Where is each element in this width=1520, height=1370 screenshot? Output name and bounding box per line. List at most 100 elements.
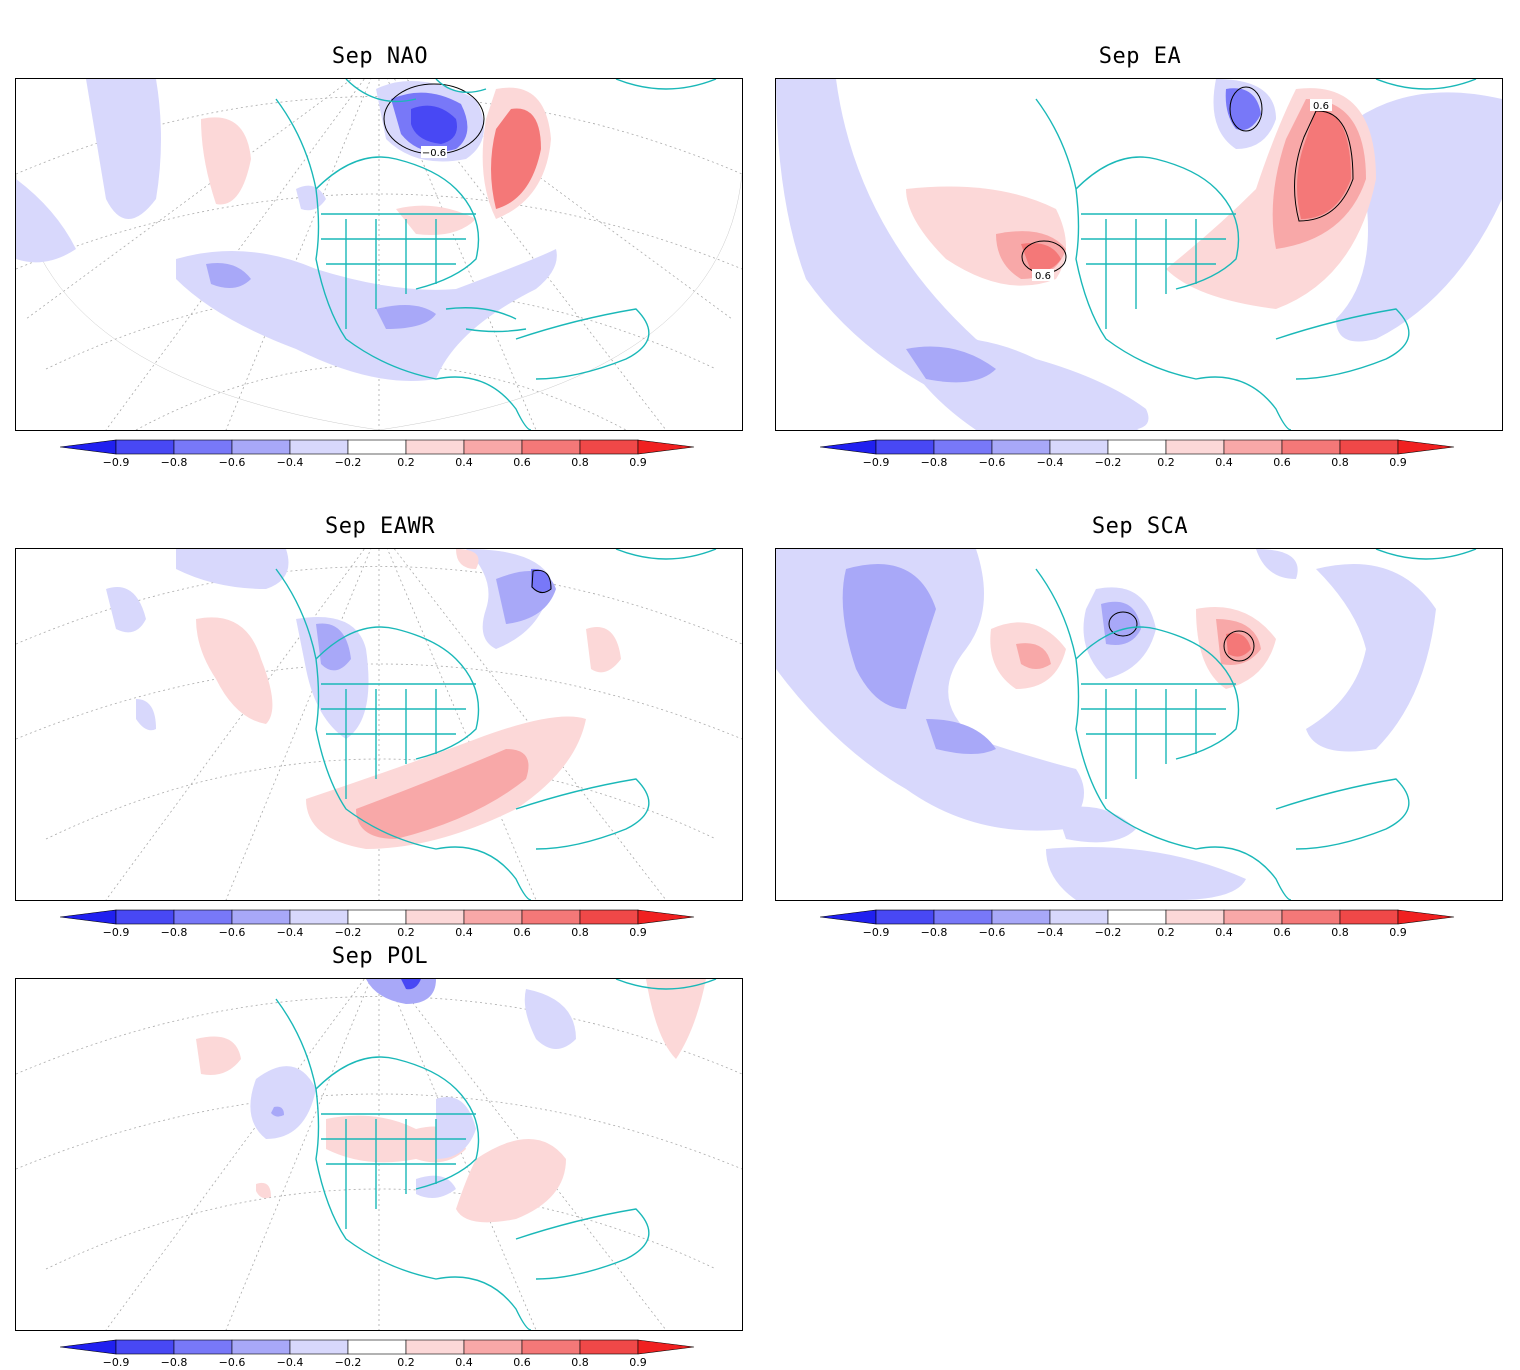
- colorbar-tick-label: −0.6: [979, 456, 1006, 468]
- colorbar-tick-label: −0.2: [335, 926, 362, 938]
- colorbar-tick-label: −0.2: [1095, 456, 1122, 468]
- colorbar-tick-label: −0.4: [1037, 456, 1064, 468]
- colorbar-right-arrow: [637, 1339, 695, 1355]
- colorbar-tick-label: −0.4: [277, 1356, 304, 1368]
- colorbar-segment: [115, 439, 175, 455]
- colorbar-segment: [933, 909, 993, 925]
- colorbar-right-arrow: [1397, 909, 1455, 925]
- colorbar-tick-label: 0.8: [1331, 456, 1349, 468]
- colorbar-tick-label: −0.9: [103, 1356, 130, 1368]
- colorbar-segment: [231, 439, 291, 455]
- colorbar-tick-label: 0.2: [1157, 926, 1175, 938]
- colorbar-tick-label: −0.2: [335, 456, 362, 468]
- colorbar-tick-label: −0.9: [103, 926, 130, 938]
- colorbar-segment: [115, 1339, 175, 1355]
- colorbar-tick-label: −0.4: [1037, 926, 1064, 938]
- colorbar-segment: [1339, 439, 1399, 455]
- anomaly-fields: [16, 79, 557, 381]
- colorbar-tick-label: 0.8: [571, 926, 589, 938]
- colorbar-segment: [405, 439, 465, 455]
- colorbar-tick-label: 0.9: [1389, 456, 1407, 468]
- colorbar-segment: [1165, 909, 1225, 925]
- colorbar-segment: [173, 1339, 233, 1355]
- colorbar-right-arrow: [1397, 439, 1455, 455]
- contour-label: −0.6: [422, 148, 446, 159]
- panel-title-eawr: Sep EAWR: [325, 514, 435, 539]
- colorbar-left-arrow: [60, 1339, 117, 1355]
- hemisphere-edge: [16, 173, 742, 430]
- colorbar-segment: [1223, 909, 1283, 925]
- anomaly-fields: [106, 549, 621, 849]
- colorbar-left-arrow: [820, 439, 877, 455]
- colorbar-tick-label: −0.8: [161, 1356, 188, 1368]
- colorbar-segment: [991, 909, 1051, 925]
- colorbar-segment: [347, 1339, 407, 1355]
- colorbar-sca: −0.9 −0.8 −0.6 −0.4 −0.2 0.2 0.4 0.6 0.8 0.9: [820, 908, 1500, 938]
- colorbar-segment: [875, 439, 935, 455]
- anomaly-fields: [196, 979, 706, 1223]
- colorbar-segment: [1223, 439, 1283, 455]
- colorbar-tick-label: 0.6: [1273, 456, 1291, 468]
- colorbar-segment: [1049, 909, 1109, 925]
- colorbar-tick-label: −0.6: [219, 926, 246, 938]
- colorbar-tick-label: −0.6: [219, 456, 246, 468]
- colorbar-tick-label: −0.9: [863, 456, 890, 468]
- colorbar-segment: [521, 909, 581, 925]
- colorbar-segment: [933, 439, 993, 455]
- colorbar-segment: [115, 909, 175, 925]
- colorbar-tick-label: 0.2: [397, 456, 415, 468]
- colorbar-tick-label: −0.8: [161, 926, 188, 938]
- colorbar-left-arrow: [60, 909, 117, 925]
- colorbar-ea: −0.9 −0.8 −0.6 −0.4 −0.2 0.2 0.4 0.6 0.8 0.9: [820, 438, 1500, 468]
- colorbar-segment: [1281, 439, 1341, 455]
- colorbar-tick-label: 0.2: [1157, 456, 1175, 468]
- anomaly-fields: [776, 549, 1436, 900]
- colorbar-segment: [405, 1339, 465, 1355]
- coastlines: [275, 549, 717, 900]
- colorbar-tick-label: 0.4: [455, 926, 473, 938]
- colorbar-tick-label: −0.8: [921, 456, 948, 468]
- colorbar-tick-label: 0.9: [629, 926, 647, 938]
- map-nao: −0.6: [15, 78, 743, 431]
- colorbar-segment: [579, 439, 639, 455]
- map-eawr: [15, 548, 743, 901]
- colorbar-tick-label: 0.8: [1331, 926, 1349, 938]
- map-pol: [15, 978, 743, 1331]
- coastlines: [275, 79, 717, 430]
- colorbar-pol: −0.9 −0.8 −0.6 −0.4 −0.2 0.2 0.4 0.6 0.8 0.9: [60, 1338, 740, 1368]
- colorbar-tick-label: 0.2: [397, 926, 415, 938]
- colorbar-tick-label: −0.4: [277, 926, 304, 938]
- colorbar-right-arrow: [637, 439, 695, 455]
- colorbar-segment: [1049, 439, 1109, 455]
- contour-lines: [1021, 86, 1354, 274]
- colorbar-tick-label: 0.9: [1389, 926, 1407, 938]
- colorbar-segment: [875, 909, 935, 925]
- colorbar-tick-label: 0.6: [513, 926, 531, 938]
- colorbar-tick-label: −0.2: [1095, 926, 1122, 938]
- colorbar-eawr: −0.9 −0.8 −0.6 −0.4 −0.2 0.2 0.4 0.6 0.8 0.9: [60, 908, 740, 938]
- colorbar-segment: [231, 1339, 291, 1355]
- colorbar-tick-label: 0.8: [571, 456, 589, 468]
- colorbar-left-arrow: [820, 909, 877, 925]
- colorbar-segment: [521, 1339, 581, 1355]
- panel-title-sca: Sep SCA: [1091, 514, 1189, 539]
- colorbar-segment: [231, 909, 291, 925]
- colorbar-segment: [173, 439, 233, 455]
- coastlines: [1035, 79, 1477, 430]
- colorbar-tick-label: −0.4: [277, 456, 304, 468]
- panel-title-nao: Sep NAO: [331, 44, 429, 69]
- colorbar-tick-label: 0.9: [629, 456, 647, 468]
- coastlines: [1035, 549, 1477, 900]
- colorbar-tick-label: −0.9: [103, 456, 130, 468]
- colorbar-tick-label: −0.9: [863, 926, 890, 938]
- colorbar-segment: [1165, 439, 1225, 455]
- colorbar-tick-label: 0.4: [1215, 456, 1233, 468]
- colorbar-segment: [1339, 909, 1399, 925]
- colorbar-tick-label: 0.9: [629, 1356, 647, 1368]
- map-sca: [775, 548, 1503, 901]
- colorbar-tick-label: −0.8: [161, 456, 188, 468]
- graticule: [16, 979, 742, 1330]
- colorbar-left-arrow: [60, 439, 117, 455]
- panel-title-ea: Sep EA: [1098, 44, 1182, 69]
- colorbar-tick-label: −0.8: [921, 926, 948, 938]
